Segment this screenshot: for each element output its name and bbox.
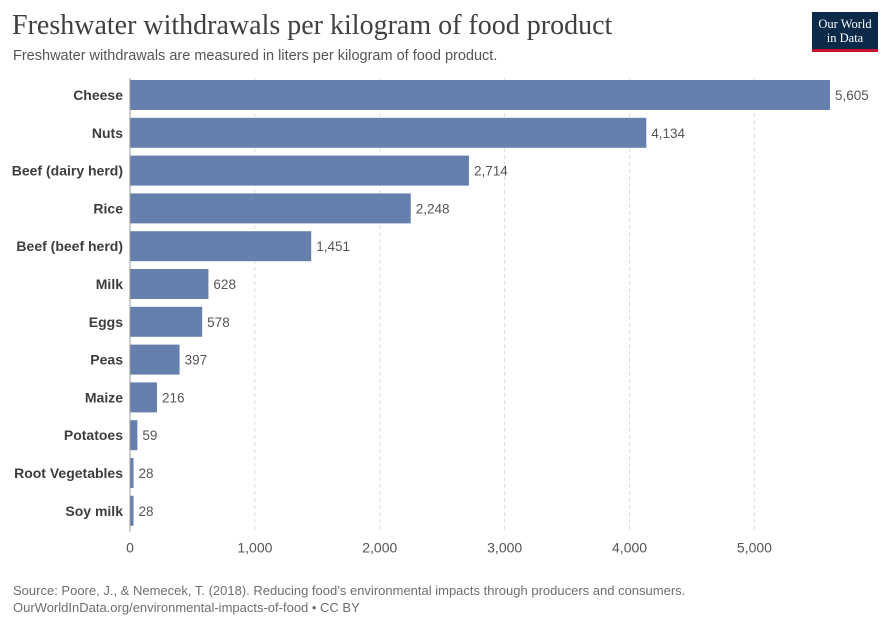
x-tick-label: 1,000 — [237, 540, 272, 556]
bar — [130, 306, 203, 337]
data-label: 2,248 — [416, 201, 450, 216]
data-label: 1,451 — [316, 239, 350, 254]
category-label: Milk — [96, 276, 123, 292]
data-label: 5,605 — [835, 88, 869, 103]
data-label: 397 — [185, 353, 208, 368]
category-label: Soy milk — [65, 503, 123, 519]
data-label: 59 — [142, 428, 157, 443]
data-label: 28 — [138, 504, 153, 519]
category-label: Nuts — [92, 125, 123, 141]
bar — [130, 382, 157, 413]
x-tick-label: 4,000 — [612, 540, 647, 556]
bar — [130, 193, 411, 224]
data-label: 216 — [162, 390, 185, 405]
bar — [130, 458, 134, 488]
category-label: Beef (beef herd) — [16, 238, 123, 254]
data-label: 28 — [138, 466, 153, 481]
x-tick-label: 3,000 — [487, 540, 522, 556]
x-tick-label: 2,000 — [362, 540, 397, 556]
source-note: Source: Poore, J., & Nemecek, T. (2018).… — [13, 583, 686, 598]
bar — [130, 420, 138, 451]
chart-subtitle: Freshwater withdrawals are measured in l… — [13, 48, 498, 64]
x-tick-label: 0 — [126, 540, 134, 556]
category-label: Maize — [85, 389, 123, 405]
bar — [130, 231, 312, 262]
category-label: Rice — [93, 200, 123, 216]
logo-line-1: Our World — [818, 17, 872, 31]
bar — [130, 155, 469, 186]
data-label: 2,714 — [474, 164, 508, 179]
data-label: 4,134 — [651, 126, 685, 141]
x-tick-label: 5,000 — [737, 540, 772, 556]
category-label: Cheese — [73, 87, 123, 103]
bar — [130, 117, 647, 148]
owid-logo[interactable]: Our World in Data — [812, 12, 878, 52]
source-url[interactable]: OurWorldInData.org/environmental-impacts… — [13, 600, 360, 615]
bar — [130, 344, 180, 375]
bar — [130, 269, 209, 299]
category-label: Eggs — [89, 314, 123, 330]
category-label: Beef (dairy herd) — [12, 163, 123, 179]
data-label: 578 — [207, 315, 230, 330]
logo-line-2: in Data — [826, 31, 864, 45]
bar — [130, 80, 830, 110]
bar-chart: 0 1,000 2,000 3,000 4,000 5,000 Cheese 5,605 Nut… — [12, 78, 869, 556]
category-label: Peas — [90, 352, 123, 368]
category-label: Potatoes — [64, 427, 123, 443]
data-label: 628 — [213, 277, 236, 292]
chart-title: Freshwater withdrawals per kilogram of f… — [12, 10, 613, 41]
category-label: Root Vegetables — [14, 465, 123, 481]
bar — [130, 495, 134, 526]
